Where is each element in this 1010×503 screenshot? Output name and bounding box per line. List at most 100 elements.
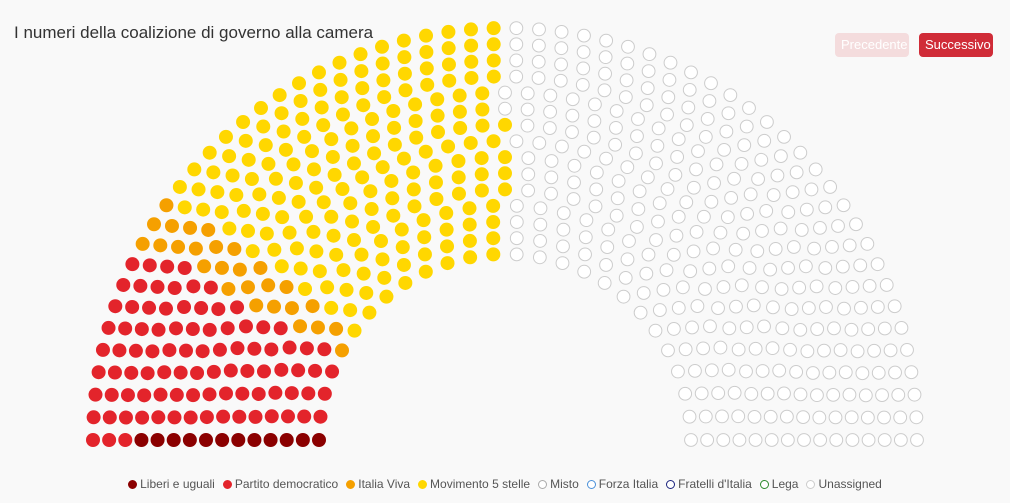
seat-movimento-5-stelle: [486, 231, 501, 246]
seat-unassigned: [748, 341, 763, 356]
legend-item-liberi-e-uguali[interactable]: Liberi e uguali: [128, 477, 215, 491]
seat-movimento-5-stelle: [396, 257, 411, 272]
seat-partito-democratico: [202, 387, 217, 402]
seat-partito-democratico: [256, 320, 271, 335]
seat-unassigned: [660, 182, 675, 196]
seat-movimento-5-stelle: [486, 21, 501, 36]
seat-movimento-5-stelle: [430, 108, 445, 123]
legend-item-forza-italia[interactable]: Forza Italia: [586, 477, 658, 491]
seat-movimento-5-stelle: [344, 121, 359, 136]
seat-partito-democratico: [150, 279, 165, 294]
seat-unassigned: [727, 385, 742, 400]
seat-unassigned: [860, 410, 875, 425]
seat-movimento-5-stelle: [420, 77, 435, 92]
seat-movimento-5-stelle: [278, 142, 293, 157]
seat-movimento-5-stelle: [377, 90, 392, 105]
seat-unassigned: [532, 250, 547, 265]
seat-movimento-5-stelle: [356, 98, 371, 113]
seat-unassigned: [600, 240, 615, 255]
seat-unassigned: [731, 342, 746, 357]
legend-item-italia-viva[interactable]: Italia Viva: [346, 477, 410, 491]
seat-liberi-e-uguali: [279, 433, 294, 447]
seat-movimento-5-stelle: [453, 121, 468, 136]
legend-label: Lega: [771, 477, 799, 491]
seat-partito-democratico: [179, 343, 193, 358]
seat-unassigned: [743, 187, 758, 202]
seat-movimento-5-stelle: [498, 166, 512, 181]
seat-unassigned: [639, 98, 654, 113]
seat-unassigned: [829, 433, 844, 447]
seat-unassigned: [641, 64, 656, 79]
seat-unassigned: [577, 264, 592, 279]
seat-italia-viva: [227, 241, 242, 256]
seat-movimento-5-stelle: [274, 106, 289, 121]
seat-italia-viva: [164, 218, 179, 233]
seat-partito-democratico: [91, 365, 106, 380]
seat-unassigned: [825, 240, 839, 254]
legend-label: Misto: [550, 477, 579, 491]
seat-movimento-5-stelle: [333, 72, 348, 87]
legend-item-fratelli-d-italia[interactable]: Fratelli d'Italia: [666, 477, 752, 491]
legend-item-movimento-5-stelle[interactable]: Movimento 5 stelle: [418, 477, 530, 491]
seat-unassigned: [870, 300, 885, 314]
seat-partito-democratico: [264, 409, 279, 424]
legend-item-lega[interactable]: Lega: [759, 477, 799, 491]
seat-unassigned: [894, 320, 909, 335]
seat-movimento-5-stelle: [419, 28, 434, 43]
seat-unassigned: [577, 144, 592, 159]
seat-unassigned: [671, 209, 686, 224]
seat-partito-democratico: [142, 258, 157, 273]
seat-unassigned: [721, 106, 736, 121]
seat-italia-viva: [209, 239, 224, 254]
seat-unassigned: [642, 47, 657, 62]
seat-unassigned: [689, 225, 704, 239]
previous-button[interactable]: Precedente: [835, 33, 909, 57]
seat-unassigned: [630, 220, 644, 234]
seat-unassigned: [544, 154, 559, 168]
seat-unassigned: [698, 409, 713, 424]
seat-unassigned: [620, 160, 635, 175]
seat-partito-democratico: [167, 281, 182, 296]
seat-unassigned: [813, 220, 827, 235]
seat-italia-viva: [267, 299, 282, 314]
seat-unassigned: [760, 386, 775, 401]
seat-movimento-5-stelle: [417, 230, 432, 245]
seat-movimento-5-stelle: [419, 45, 434, 60]
seat-unassigned: [855, 366, 870, 381]
legend-item-unassigned[interactable]: Unassigned: [806, 477, 882, 491]
seat-movimento-5-stelle: [475, 86, 490, 101]
seat-partito-democratico: [116, 277, 131, 292]
seat-movimento-5-stelle: [474, 183, 489, 198]
seat-unassigned: [854, 300, 868, 315]
seat-unassigned: [719, 124, 734, 139]
legend-item-misto[interactable]: Misto: [538, 477, 579, 491]
seat-unassigned: [867, 343, 881, 358]
seat-unassigned: [683, 264, 698, 279]
seat-partito-democratico: [230, 300, 245, 315]
seat-movimento-5-stelle: [261, 156, 276, 171]
seat-unassigned: [521, 151, 536, 166]
seat-unassigned: [757, 319, 771, 334]
seat-partito-democratico: [268, 385, 283, 400]
seat-partito-democratico: [128, 343, 143, 358]
seat-unassigned: [720, 210, 735, 225]
seat-unassigned: [521, 167, 536, 182]
seat-unassigned: [828, 281, 843, 295]
seat-movimento-5-stelle: [271, 190, 286, 205]
seat-movimento-5-stelle: [486, 198, 501, 213]
seat-unassigned: [835, 259, 850, 274]
seat-italia-viva: [253, 260, 268, 275]
seat-unassigned: [554, 57, 568, 72]
seat-partito-democratico: [177, 300, 192, 315]
seat-italia-viva: [188, 241, 203, 256]
next-button[interactable]: Successivo: [919, 33, 993, 57]
seat-unassigned: [717, 142, 731, 157]
legend-label: Movimento 5 stelle: [430, 477, 531, 491]
seat-unassigned: [777, 129, 791, 144]
seat-movimento-5-stelle: [418, 144, 433, 159]
seat-unassigned: [565, 125, 579, 139]
legend-item-partito-democratico[interactable]: Partito democratico: [222, 477, 338, 491]
seat-movimento-5-stelle: [463, 250, 478, 265]
seat-movimento-5-stelle: [309, 244, 324, 259]
seat-unassigned: [651, 214, 665, 229]
